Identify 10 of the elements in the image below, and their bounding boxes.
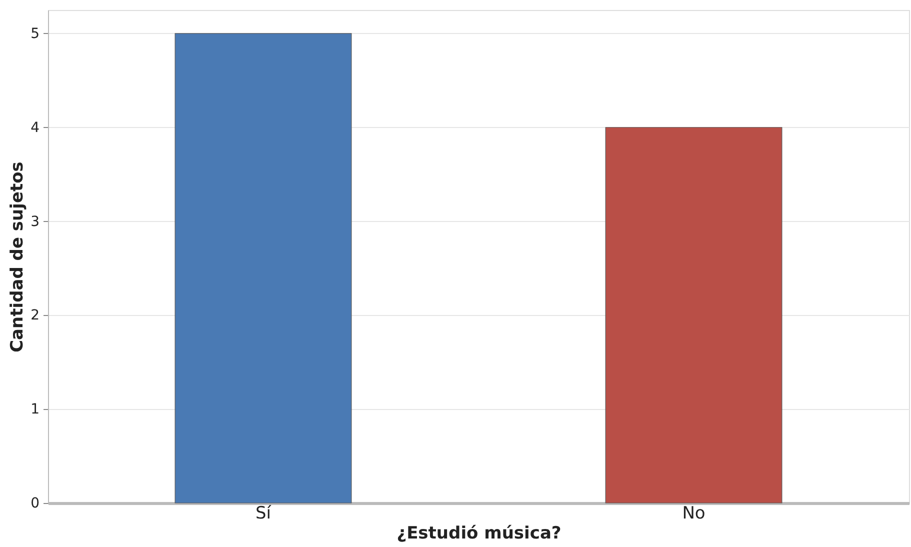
y-tick-label: 5 — [30, 26, 40, 42]
y-tick-label: 2 — [30, 308, 40, 324]
x-tick-label: No — [682, 504, 706, 524]
y-tick-label: 4 — [30, 120, 40, 136]
x-tick-label: Sí — [255, 504, 272, 524]
x-axis-title: ¿Estudió música? — [396, 524, 562, 544]
y-tick-label: 0 — [30, 496, 40, 512]
y-tick-label: 3 — [30, 214, 40, 230]
y-axis-title: Cantidad de sujetos — [8, 162, 28, 352]
y-tick-label: 1 — [30, 402, 40, 418]
